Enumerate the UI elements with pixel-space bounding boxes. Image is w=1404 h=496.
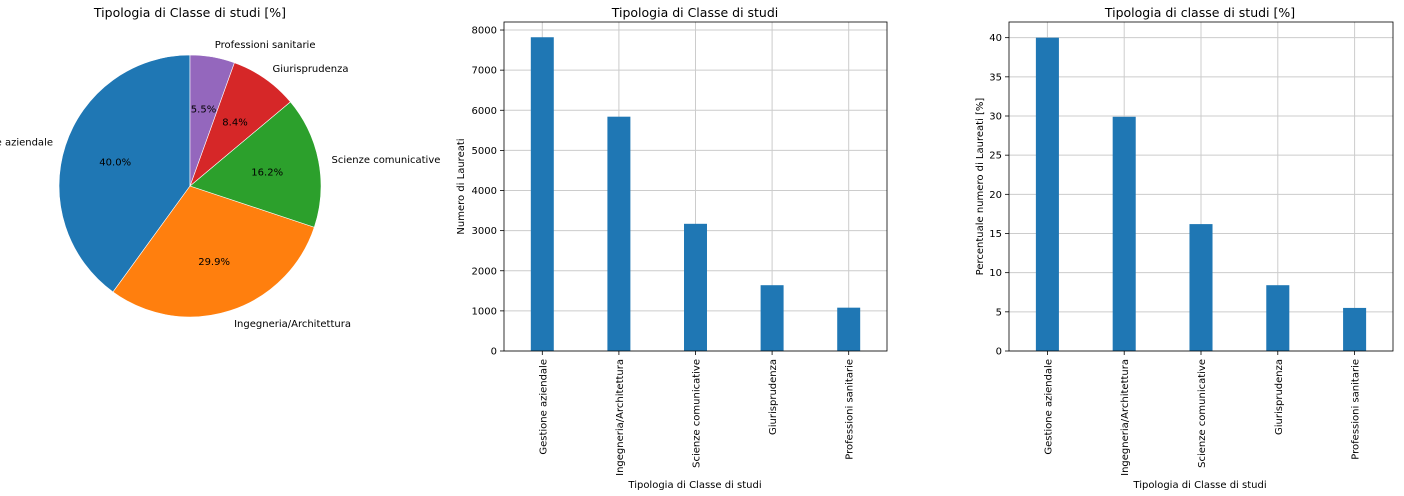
y-tick-label: 10 (989, 268, 1002, 279)
pie-slice-percent-label: 40.0% (99, 158, 131, 169)
x-tick-label: Giurisprudenza (1274, 359, 1285, 435)
y-tick-label: 15 (989, 229, 1002, 240)
y-tick-label: 2000 (472, 266, 497, 277)
bar-chart-percent-title: Tipologia di classe di studi [%] (1104, 5, 1295, 20)
bar (607, 116, 631, 351)
bar-chart-percent-x-axis-label: Tipologia di Classe di studi (1132, 480, 1266, 491)
y-tick-label: 7000 (472, 66, 497, 77)
pie-slice (58, 54, 191, 293)
pie-chart: Tipologia di Classe di studi [%] 40.0% Ge… (0, 5, 440, 330)
pie-slices (58, 54, 322, 318)
y-tick-label: 20 (989, 190, 1002, 201)
pie-slice-percent-label: 5.5% (191, 105, 216, 116)
y-tick-label: 0 (996, 347, 1002, 358)
x-tick-label: Gestione aziendale (538, 359, 549, 455)
x-tick-label: Giurisprudenza (768, 359, 779, 435)
bar-chart-counts-x-axis-label: Tipologia di Classe di studi (627, 480, 761, 491)
x-tick-label: Professioni sanitarie (845, 359, 856, 460)
pie-slice-category-label: Giurisprudenza (273, 64, 349, 75)
bar-chart-percent-bars (1035, 37, 1367, 352)
y-tick-label: 3000 (472, 226, 497, 237)
x-tick-label: Ingegneria/Architettura (615, 359, 626, 476)
bar-chart-counts-bars (530, 37, 861, 351)
pie-slice-percent-label: 16.2% (251, 167, 283, 178)
y-tick-label: 8000 (472, 26, 497, 37)
bar-chart-counts-x-ticks: Gestione aziendale Ingegneria/Architettur… (538, 351, 856, 476)
y-tick-label: 6000 (472, 106, 497, 117)
bar (530, 37, 554, 351)
y-tick-label: 25 (989, 151, 1002, 162)
pie-slice (189, 54, 235, 187)
y-tick-label: 0 (491, 347, 497, 358)
bar-chart-counts: Tipologia di Classe di studi Numero di L… (456, 5, 888, 491)
bar-chart-counts-y-ticks: 0 1000 2000 3000 4000 5000 6000 7000 8000 (472, 26, 504, 358)
y-tick-label: 40 (989, 33, 1002, 44)
y-tick-label: 1000 (472, 306, 497, 317)
y-tick-label: 35 (989, 72, 1002, 83)
pie-slice-category-label: Gestione aziendale (0, 138, 53, 149)
pie-slice-percent-label: 29.9% (198, 257, 230, 268)
bar-chart-percent-y-ticks: 0 5 10 15 20 25 30 35 40 (989, 33, 1009, 358)
pie-slice-category-label: Scienze comunicative (332, 155, 441, 166)
bar (1266, 285, 1290, 351)
x-tick-label: Gestione aziendale (1043, 359, 1054, 455)
bar (837, 307, 861, 351)
x-tick-label: Scienze comunicative (692, 359, 703, 468)
y-tick-label: 4000 (472, 186, 497, 197)
bar (760, 285, 784, 351)
bar (1343, 307, 1367, 351)
bar (1189, 224, 1213, 351)
bar-chart-counts-y-axis-label: Numero di Laureati (456, 138, 467, 234)
pie-slice-category-label: Ingegneria/Architettura (234, 319, 351, 330)
y-tick-label: 5 (996, 307, 1002, 318)
bar-chart-counts-title: Tipologia di Classe di studi (611, 5, 779, 20)
x-tick-label: Professioni sanitarie (1351, 359, 1362, 460)
pie-slice (112, 185, 315, 318)
bar-chart-percent-y-axis-label: Percentuale numero di Laureati [%] (975, 98, 986, 276)
x-tick-label: Scienze comunicative (1197, 359, 1208, 468)
bar (684, 223, 707, 351)
x-tick-label: Ingegneria/Architettura (1120, 359, 1131, 476)
pie-chart-title: Tipologia di Classe di studi [%] (93, 5, 286, 20)
y-tick-label: 30 (989, 112, 1002, 123)
pie-slice-category-label: Professioni sanitarie (215, 40, 316, 51)
bar-chart-percent: Tipologia di classe di studi [%] Percent… (975, 5, 1394, 491)
y-tick-label: 5000 (472, 146, 497, 157)
pie-slice (189, 101, 322, 228)
bar-chart-percent-x-ticks: Gestione aziendale Ingegneria/Architettur… (1043, 351, 1362, 476)
bar (1112, 116, 1136, 351)
pie-labels: 40.0% Gestione aziendale 29.9% Ingegneria/A… (0, 40, 440, 330)
bar (1035, 37, 1059, 352)
pie-slice-percent-label: 8.4% (222, 118, 247, 129)
